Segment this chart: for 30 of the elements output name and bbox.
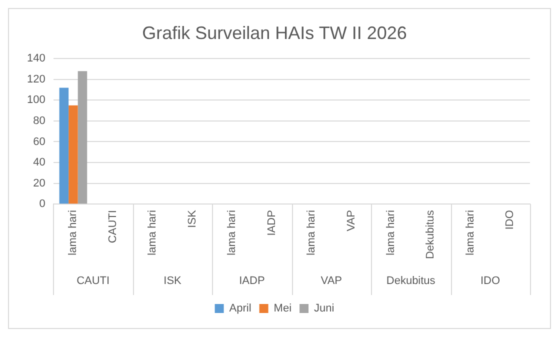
chart-title: Grafik Surveilan HAIs TW II 2026 — [142, 22, 407, 43]
text: ISK — [164, 275, 182, 288]
x-tick-label: VAP — [345, 210, 358, 232]
x-tick-label: IDO — [504, 210, 516, 230]
text: CAUTI — [76, 275, 110, 288]
x-tick-label: lama hari — [385, 210, 398, 256]
legend-label: Mei — [274, 302, 292, 315]
x-tick-label: IADP — [266, 210, 278, 236]
legend-label: April — [229, 302, 252, 315]
y-tick-label: 120 — [26, 73, 46, 86]
text: IDO — [480, 275, 500, 288]
x-tick-label: lama hari — [226, 210, 238, 256]
y-tick-label: 20 — [33, 177, 46, 190]
y-tick-label: 0 — [39, 198, 46, 210]
x-tick-label: lama hari — [306, 210, 318, 256]
text: Dekubitus — [386, 275, 436, 288]
y-tick-label: 100 — [26, 94, 46, 106]
text: VAP — [320, 275, 342, 288]
x-tick-label: lama hari — [464, 210, 476, 256]
y-tick-label: 40 — [33, 156, 46, 169]
x-tick-label: lama hari — [146, 210, 159, 256]
x-tick-label: ISK — [186, 209, 198, 228]
y-tick-label: 80 — [33, 114, 46, 127]
y-tick-label: 140 — [26, 52, 46, 65]
text: IADP — [239, 275, 265, 288]
y-tick-label: 60 — [33, 136, 46, 148]
legend-label: Juni — [314, 302, 334, 315]
x-tick-label: Dekubitus — [424, 210, 437, 260]
x-tick-label: CAUTI — [106, 210, 119, 244]
x-tick-label: lama hari — [67, 210, 80, 256]
